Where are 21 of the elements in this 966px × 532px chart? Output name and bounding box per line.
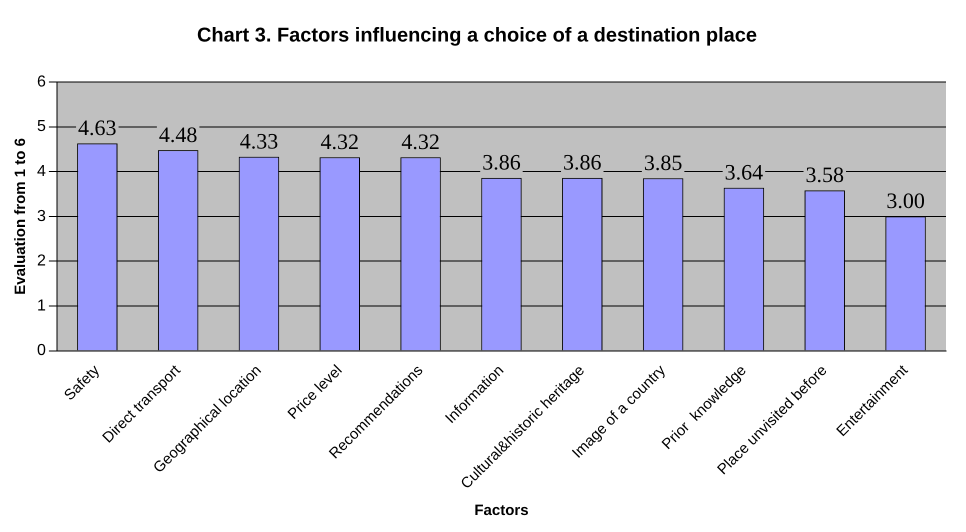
y-tick-label: 1 <box>36 297 46 314</box>
data-label: 3.85 <box>644 150 682 176</box>
data-label: 3.00 <box>886 188 925 214</box>
x-axis-title: Factors <box>474 502 529 520</box>
data-label: 3.58 <box>806 162 844 188</box>
data-label: 4.32 <box>320 129 360 154</box>
y-tick-label: 6 <box>36 73 46 90</box>
y-tick-label: 4 <box>36 163 46 180</box>
y-axis-title: Evaluation from 1 to 6 <box>12 138 30 295</box>
data-label: 4.48 <box>158 122 198 147</box>
y-tick-label: 0 <box>36 342 46 360</box>
y-tick-label: 2 <box>36 252 46 270</box>
data-label: 4.63 <box>78 115 117 140</box>
data-label: 4.32 <box>401 129 440 154</box>
data-label: 3.86 <box>563 150 602 175</box>
chart-title: Chart 3. Factors influencing a choice of a destination place <box>196 24 758 47</box>
y-tick-label: 3 <box>36 208 46 225</box>
y-tick-label: 5 <box>36 118 46 136</box>
data-label: 4.33 <box>240 128 278 154</box>
data-label: 3.64 <box>724 160 764 184</box>
data-label: 3.86 <box>482 150 521 175</box>
